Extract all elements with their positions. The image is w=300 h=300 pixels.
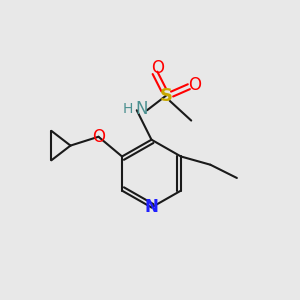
Text: O: O: [188, 76, 201, 94]
Text: H: H: [122, 102, 133, 116]
Text: N: N: [136, 100, 148, 118]
Text: N: N: [145, 198, 158, 216]
Text: O: O: [92, 128, 105, 146]
Text: S: S: [160, 86, 173, 104]
Text: O: O: [151, 58, 164, 76]
